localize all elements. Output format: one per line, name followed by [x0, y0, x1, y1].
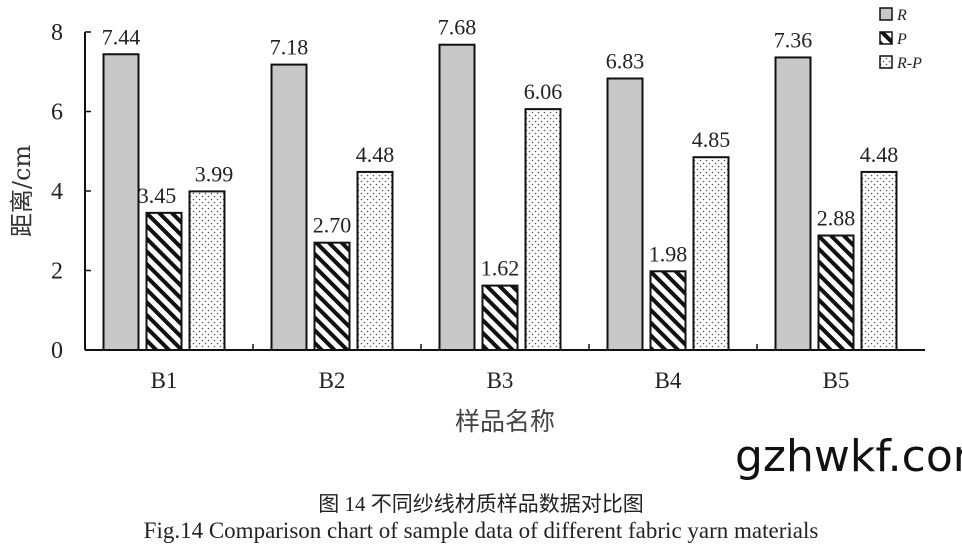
- data-label: 7.44: [102, 24, 141, 49]
- x-tick-label: B5: [823, 368, 850, 393]
- legend-swatch-p: [879, 31, 893, 45]
- bar-r-p-b2: [356, 170, 394, 351]
- data-label: 1.62: [481, 256, 520, 281]
- y-axis-label: 距离/cm: [8, 145, 36, 238]
- bar-p-b4: [649, 270, 687, 352]
- bar-r-p-b3: [524, 108, 562, 351]
- caption-chinese: 图 14 不同纱线材质样品数据对比图: [318, 492, 644, 516]
- bar-p-b5: [817, 234, 855, 352]
- data-label: 7.68: [438, 15, 477, 40]
- y-tick-label: 2: [51, 259, 63, 285]
- bar-p-b2: [313, 241, 351, 351]
- legend-label: R-P: [896, 55, 922, 72]
- data-label: 6.83: [606, 49, 645, 74]
- x-tick-label: B3: [487, 368, 514, 393]
- legend-label: P: [896, 31, 907, 48]
- data-label: 2.70: [313, 213, 352, 238]
- data-label: 1.98: [649, 241, 688, 266]
- y-tick-label: 8: [51, 20, 63, 46]
- bar-r-p-b1: [188, 190, 226, 351]
- bar-p-b3: [481, 284, 519, 352]
- caption-english: Fig.14 Comparison chart of sample data o…: [143, 518, 819, 543]
- bar-r-b3: [438, 43, 476, 351]
- y-tick-label: 4: [51, 179, 63, 205]
- legend-swatch-r: [879, 7, 893, 21]
- bar-r-p-b4: [692, 156, 730, 351]
- data-label: 3.99: [195, 161, 234, 186]
- x-tick-label: B4: [655, 368, 682, 393]
- x-tick-label: B1: [151, 368, 178, 393]
- legend-swatch-r-p: [879, 55, 893, 69]
- bar-r-b4: [606, 77, 644, 351]
- data-label: 4.48: [356, 142, 395, 167]
- data-label: 3.45: [138, 183, 177, 208]
- data-label: 6.06: [524, 79, 563, 104]
- bar-r-b5: [774, 56, 812, 351]
- data-label: 4.48: [860, 142, 899, 167]
- data-label: 7.18: [270, 35, 309, 60]
- bar-r-b1: [102, 53, 140, 351]
- watermark: gzhwkf.com: [735, 431, 962, 482]
- y-tick-label: 0: [51, 338, 63, 364]
- legend-label: R: [896, 7, 907, 24]
- data-label: 4.85: [692, 127, 731, 152]
- x-tick-label: B2: [319, 368, 346, 393]
- bar-p-b1: [145, 211, 183, 351]
- data-label: 2.88: [817, 206, 856, 231]
- y-tick-label: 6: [51, 100, 63, 126]
- bar-r-p-b5: [860, 170, 898, 351]
- data-label: 7.36: [774, 27, 813, 52]
- bar-r-b2: [270, 63, 308, 351]
- x-axis-label: 样品名称: [455, 407, 555, 436]
